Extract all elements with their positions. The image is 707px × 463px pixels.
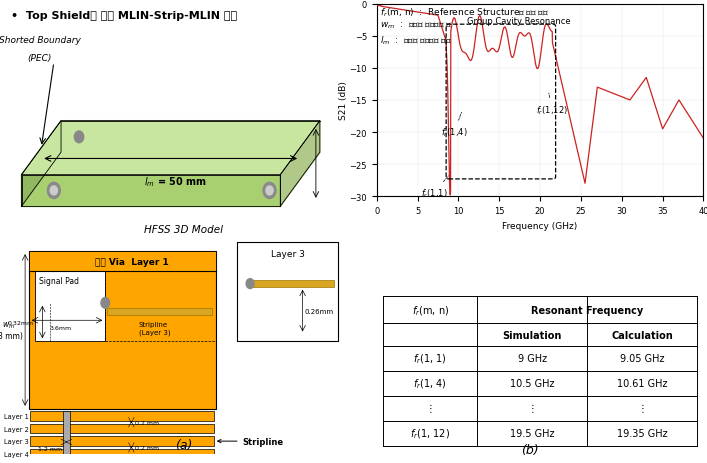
Bar — [29, 252, 216, 272]
Circle shape — [47, 183, 60, 199]
Text: 0.32mm: 0.32mm — [7, 320, 33, 325]
Text: (b): (b) — [522, 443, 539, 456]
Circle shape — [246, 279, 254, 289]
Polygon shape — [280, 121, 320, 206]
Text: 19.5 GHz: 19.5 GHz — [510, 428, 554, 438]
Text: 10.5 GHz: 10.5 GHz — [510, 379, 554, 388]
Polygon shape — [21, 153, 320, 206]
Text: 0.26mm: 0.26mm — [305, 308, 334, 314]
Circle shape — [50, 187, 57, 195]
Bar — [30, 449, 214, 459]
Text: 10.61 GHz: 10.61 GHz — [617, 379, 667, 388]
Text: $f_r$(m, n): $f_r$(m, n) — [411, 303, 449, 317]
Text: 9.05 GHz: 9.05 GHz — [620, 354, 665, 363]
Text: $l_m$  :  기판의 물리적인 길이: $l_m$ : 기판의 물리적인 길이 — [380, 35, 452, 47]
Bar — [107, 309, 212, 315]
Text: Signal Pad: Signal Pad — [39, 276, 78, 285]
Text: 신호 Via  Layer 1: 신호 Via Layer 1 — [95, 257, 168, 266]
Circle shape — [266, 187, 273, 195]
Text: 9 GHz: 9 GHz — [518, 354, 547, 363]
Text: Layer 3: Layer 3 — [4, 438, 29, 444]
Text: $f_r$(1, 4): $f_r$(1, 4) — [414, 377, 448, 390]
Text: 3.6mm: 3.6mm — [50, 325, 72, 330]
Text: $f_r$(1,4): $f_r$(1,4) — [441, 113, 467, 139]
Text: ⋮: ⋮ — [637, 403, 647, 413]
Text: Layer 3: Layer 3 — [271, 250, 305, 258]
Text: 0.2 mm: 0.2 mm — [135, 445, 159, 450]
Text: HFSS 3D Model: HFSS 3D Model — [144, 224, 223, 234]
Text: $l_m$ = 50 mm: $l_m$ = 50 mm — [144, 175, 207, 188]
Text: Calculation: Calculation — [611, 330, 673, 340]
Text: (PEC): (PEC) — [28, 54, 52, 63]
Text: $f_r$(m, n)  :  Reference Structure의 공동 공진: $f_r$(m, n) : Reference Structure의 공동 공진 — [380, 7, 549, 19]
Text: $f_r$(1,1): $f_r$(1,1) — [421, 176, 448, 200]
Circle shape — [263, 183, 276, 199]
Polygon shape — [21, 175, 280, 206]
Text: $f_r$(1,12): $f_r$(1,12) — [536, 94, 568, 116]
Y-axis label: S21 (dB): S21 (dB) — [339, 81, 348, 120]
Bar — [63, 411, 70, 459]
Text: •  Top Shield가 있는 MLIN-Strip-MLIN 구조: • Top Shield가 있는 MLIN-Strip-MLIN 구조 — [11, 12, 237, 21]
Text: Simulation: Simulation — [503, 330, 562, 340]
Circle shape — [74, 132, 83, 144]
Bar — [29, 252, 216, 409]
Bar — [30, 424, 214, 433]
Bar — [237, 243, 338, 342]
Text: 0.2 mm: 0.2 mm — [135, 420, 159, 425]
Text: ⋮: ⋮ — [426, 403, 436, 413]
Text: $f_r$(1, 1): $f_r$(1, 1) — [414, 352, 448, 365]
Bar — [30, 411, 214, 421]
Polygon shape — [21, 121, 320, 175]
Circle shape — [101, 298, 110, 308]
Text: $f_r$(1, 12): $f_r$(1, 12) — [410, 426, 450, 440]
Text: Group Cavity Resonance: Group Cavity Resonance — [467, 18, 570, 26]
Bar — [248, 281, 334, 287]
Polygon shape — [21, 121, 61, 206]
Text: $w_m$
(8 mm): $w_m$ (8 mm) — [0, 320, 23, 341]
Text: 1.2 mm: 1.2 mm — [38, 446, 62, 451]
Text: ⋮: ⋮ — [527, 403, 537, 413]
Text: $w_m$  :  기판의 물리적인 폭: $w_m$ : 기판의 물리적인 폭 — [380, 21, 452, 31]
Bar — [30, 436, 214, 446]
Text: Layer 1: Layer 1 — [4, 413, 29, 419]
Bar — [35, 272, 105, 342]
Text: Stripline
(Layer 3): Stripline (Layer 3) — [139, 322, 170, 335]
Text: Layer 4: Layer 4 — [4, 451, 29, 457]
X-axis label: Frequency (GHz): Frequency (GHz) — [503, 221, 578, 230]
Text: Stripline: Stripline — [218, 437, 284, 446]
Text: Shorted Boundary: Shorted Boundary — [0, 36, 81, 45]
Text: Resonant Frequency: Resonant Frequency — [531, 305, 643, 315]
Text: Layer 2: Layer 2 — [4, 425, 29, 432]
Text: (a): (a) — [175, 438, 192, 451]
Text: 19.35 GHz: 19.35 GHz — [617, 428, 667, 438]
